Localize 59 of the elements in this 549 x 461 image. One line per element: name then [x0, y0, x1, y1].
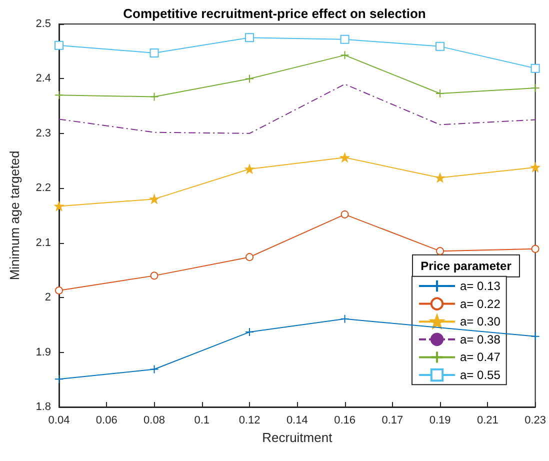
point — [245, 328, 254, 337]
legend-label: a= 0.13 — [460, 279, 501, 293]
y-tick-label: 2.1 — [36, 236, 51, 249]
point — [340, 153, 350, 162]
y-tick-label: 1.9 — [36, 346, 51, 358]
point — [340, 314, 350, 324]
point — [436, 88, 445, 98]
x-tick-label: 0.04 — [48, 414, 70, 426]
point — [340, 34, 350, 44]
x-tick-label: 0.17 — [382, 414, 404, 426]
legend-label: a= 0.38 — [460, 332, 501, 346]
point — [340, 50, 350, 60]
legend-label: a= 0.55 — [460, 368, 501, 382]
point — [245, 74, 254, 84]
x-tick-label: 0.21 — [476, 414, 498, 426]
point — [436, 42, 445, 51]
point — [55, 286, 63, 294]
point — [54, 374, 64, 384]
point — [436, 173, 445, 182]
x-tick-label: 0.16 — [334, 414, 356, 426]
point — [530, 332, 540, 341]
chart-title: Competitive recruitment-price effect on selection — [123, 6, 426, 21]
x-tick-label: 0.1 — [194, 414, 210, 426]
x-tick-label: 0.12 — [238, 414, 260, 426]
y-tick-label: 2.5 — [36, 18, 51, 30]
point — [530, 84, 540, 93]
legend-label: a= 0.30 — [460, 314, 501, 329]
y-tick-label: 2.3 — [36, 127, 51, 140]
point — [245, 33, 254, 42]
line-series — [58, 84, 536, 134]
y-tick-label: 2 — [44, 292, 51, 304]
x-axis-title: Recruitment — [262, 430, 333, 445]
point — [530, 64, 540, 73]
legend-label: a= 0.22 — [460, 296, 501, 311]
point — [150, 194, 159, 204]
point — [246, 253, 254, 262]
point — [150, 272, 158, 280]
point — [150, 364, 159, 374]
point — [54, 202, 64, 211]
point — [340, 210, 349, 218]
point — [530, 162, 540, 172]
x-tick-label: 0.08 — [144, 414, 165, 426]
x-tick-label: 0.06 — [96, 414, 118, 426]
x-tick-label: 0.14 — [286, 414, 308, 426]
y-tick-label: 2.4 — [36, 72, 51, 85]
y-tick-label: 1.8 — [36, 401, 51, 413]
x-tick-label: 0.19 — [429, 414, 451, 426]
point — [245, 164, 254, 174]
point — [531, 244, 540, 253]
legend-label: a= 0.47 — [460, 350, 501, 364]
point — [54, 90, 64, 100]
point — [150, 92, 159, 102]
y-axis-title: Minimum age targeted — [7, 150, 22, 280]
point — [150, 48, 159, 58]
y-tick-label: 2.2 — [36, 182, 51, 194]
legend-title: Price parameter — [420, 258, 512, 273]
point — [54, 40, 64, 50]
point — [436, 247, 444, 256]
x-tick-label: 0.23 — [524, 414, 546, 426]
